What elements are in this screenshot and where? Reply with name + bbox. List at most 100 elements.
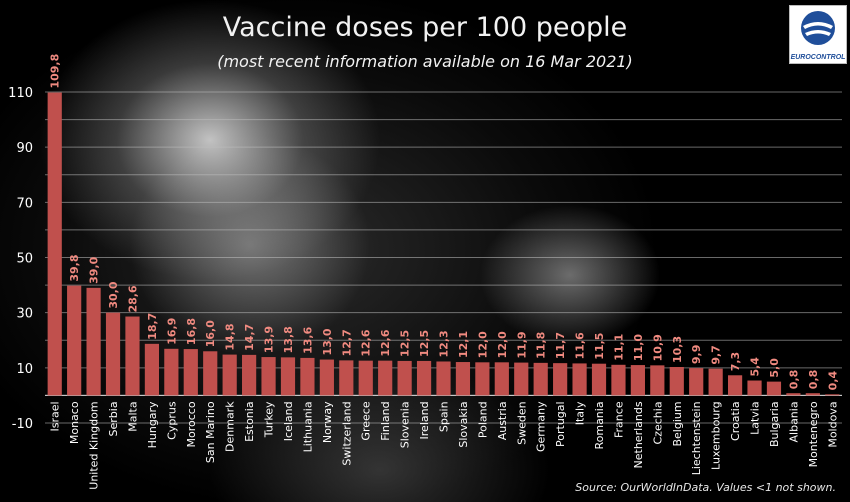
x-tick-label: Turkey: [263, 401, 276, 438]
chart-subtitle: (most recent information available on 16…: [217, 52, 633, 71]
value-label: 14,7: [243, 324, 256, 351]
x-tick-label: Netherlands: [632, 401, 645, 468]
x-tick-label: Montenegro: [807, 401, 820, 467]
value-label: 13,6: [301, 326, 314, 353]
x-tick-label: Poland: [476, 401, 489, 438]
bar-cyprus: [164, 348, 179, 396]
value-label: 7,3: [729, 352, 742, 372]
value-label: 11,5: [593, 333, 606, 360]
bar-slovakia: [455, 362, 471, 396]
value-label: 18,7: [146, 313, 159, 340]
bar-spain: [436, 361, 451, 396]
value-label: 16,8: [185, 318, 198, 345]
x-tick-label: Morocco: [185, 401, 198, 447]
bar-romania: [591, 363, 607, 396]
value-label: 12,7: [340, 329, 353, 356]
x-tick-label: Serbia: [107, 401, 120, 436]
value-label: 0,8: [807, 370, 820, 390]
value-label: 16,9: [165, 318, 178, 345]
bar-moldova: [825, 394, 840, 396]
bar-san-marino: [203, 351, 218, 396]
bar-greece: [358, 360, 373, 396]
x-tick-label: France: [612, 401, 625, 438]
x-tick-label: Liechtenstein: [690, 401, 703, 475]
value-label: 14,8: [224, 323, 237, 350]
value-label: 10,3: [671, 336, 684, 363]
value-label: 11,7: [554, 332, 567, 359]
x-tick-label: Romania: [593, 401, 606, 449]
bar-slovenia: [397, 360, 412, 396]
y-tick-label: 70: [16, 196, 33, 211]
y-tick-label: 10: [16, 362, 33, 377]
value-label: 12,5: [418, 330, 431, 357]
bar-luxembourg: [708, 368, 723, 396]
x-tick-label: Switzerland: [340, 401, 353, 465]
logo-text: EUROCONTROL: [790, 54, 846, 61]
y-tick-label: -10: [12, 417, 33, 432]
x-tick-label: Spain: [438, 401, 451, 432]
x-tick-label: Croatia: [729, 401, 742, 441]
value-label: 39,8: [68, 254, 81, 281]
bar-serbia: [105, 312, 121, 396]
x-tick-label: Estonia: [243, 401, 256, 442]
value-label: 10,9: [651, 334, 664, 361]
x-tick-label: Norway: [321, 401, 334, 443]
x-tick-label: Germany: [535, 401, 548, 452]
bar-croatia: [727, 375, 743, 396]
bar-estonia: [242, 354, 257, 396]
value-label: 11,6: [574, 332, 587, 359]
value-label: 12,1: [457, 331, 470, 358]
bar-czechia: [650, 365, 665, 396]
x-tick-label: Iceland: [282, 401, 295, 441]
x-tick-label: Israel: [49, 401, 62, 431]
bar-montenegro: [805, 393, 820, 396]
value-label: 13,8: [282, 326, 295, 353]
value-label: 0,8: [787, 370, 800, 390]
eurocontrol-logo: EUROCONTROL: [789, 5, 847, 64]
x-tick-label: Italy: [574, 401, 587, 425]
bar-turkey: [261, 357, 276, 396]
bar-israel: [47, 92, 62, 396]
x-tick-label: Lithuania: [301, 401, 314, 452]
value-label: 13,0: [321, 328, 334, 355]
bar-germany: [533, 362, 548, 396]
value-label: 11,8: [535, 332, 548, 359]
value-label: 11,9: [515, 331, 528, 358]
value-label: 9,7: [710, 345, 723, 365]
bar-monaco: [67, 285, 82, 396]
bar-latvia: [747, 380, 762, 396]
x-tick-label: Malta: [126, 401, 139, 431]
bar-finland: [378, 360, 393, 396]
value-label: 12,6: [379, 329, 392, 356]
y-tick-label: 110: [8, 86, 33, 101]
x-tick-label: Cyprus: [165, 401, 178, 440]
x-tick-label: Greece: [360, 401, 373, 440]
x-tick-label: Albania: [787, 401, 800, 442]
x-tick-label: Denmark: [224, 401, 237, 452]
x-tick-label: United Kingdom: [88, 401, 101, 489]
bar-iceland: [280, 357, 296, 396]
bar-liechtenstein: [689, 368, 704, 396]
y-tick-label: 90: [16, 141, 33, 156]
y-tick-label: 30: [16, 307, 33, 322]
bar-denmark: [222, 354, 237, 396]
x-tick-label: Luxembourg: [710, 401, 723, 470]
bar-morocco: [183, 349, 198, 396]
bar-sweden: [514, 362, 529, 396]
bar-switzerland: [339, 360, 354, 396]
bar-ireland: [416, 360, 432, 396]
bar-norway: [319, 359, 334, 396]
value-label: 11,0: [632, 334, 645, 361]
value-label: 13,9: [263, 326, 276, 353]
value-label: 11,1: [612, 334, 625, 361]
y-tick-label: 50: [16, 252, 33, 267]
value-label: 39,0: [88, 256, 101, 283]
x-tick-label: Moldova: [826, 401, 839, 447]
x-tick-label: Slovakia: [457, 401, 470, 447]
bar-italy: [572, 363, 587, 396]
x-tick-label: Slovenia: [399, 401, 412, 448]
x-tick-label: Sweden: [515, 401, 528, 444]
value-label: 12,0: [496, 331, 509, 358]
x-tick-label: San Marino: [204, 401, 217, 463]
